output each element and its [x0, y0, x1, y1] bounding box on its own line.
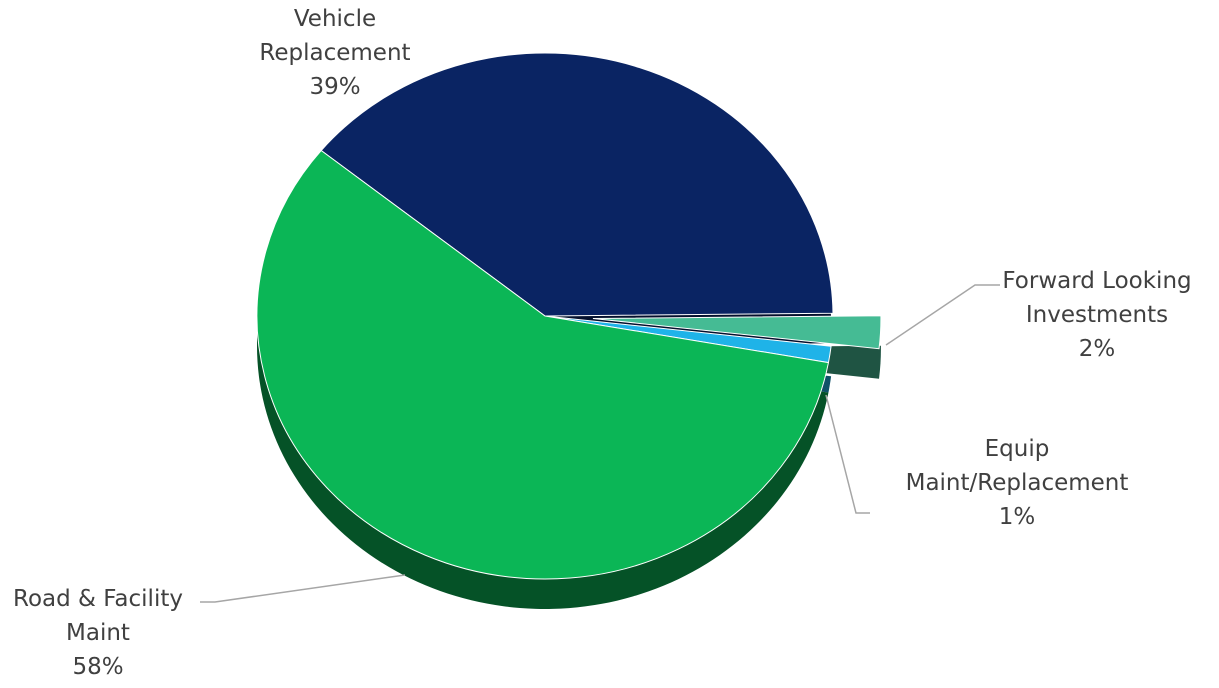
value-label: 2%: [1078, 336, 1116, 362]
data-label: Forward Looking Investments 2%: [987, 264, 1207, 366]
category-label: Road & Facility Maint: [13, 586, 183, 646]
leader-line: [825, 394, 870, 514]
data-label: Equip Maint/Replacement 1%: [902, 432, 1132, 534]
value-label: 39%: [309, 74, 361, 100]
pie-slice: [592, 315, 882, 350]
category-label: Forward Looking Investments: [1002, 268, 1192, 328]
value-label: 1%: [998, 504, 1036, 530]
category-label: Vehicle Replacement: [259, 6, 411, 66]
leader-line: [885, 284, 1000, 346]
data-label: Vehicle Replacement 39%: [240, 2, 430, 104]
leader-line: [200, 574, 406, 603]
data-label: Road & Facility Maint 58%: [0, 582, 203, 684]
pie-tops: [256, 52, 882, 580]
pie-slice: [320, 52, 834, 317]
pie-slice: [256, 149, 830, 580]
category-label: Equip Maint/Replacement: [905, 436, 1129, 496]
value-label: 58%: [72, 654, 124, 680]
